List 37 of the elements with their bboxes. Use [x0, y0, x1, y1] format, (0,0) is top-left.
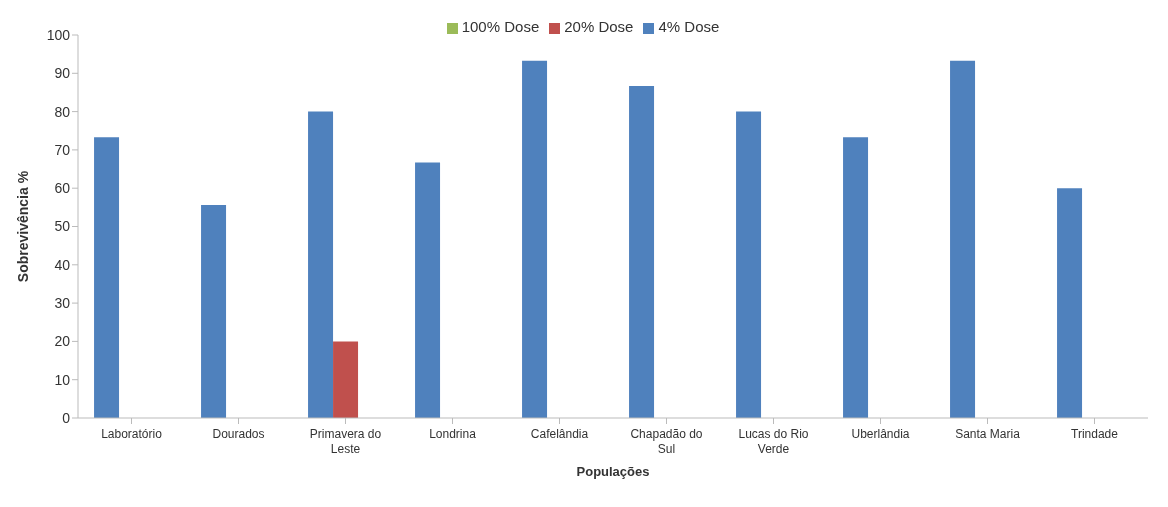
bar [415, 162, 441, 418]
y-tick-label: 30 [54, 295, 71, 312]
bar [843, 137, 869, 418]
legend-label: 100% Dose [461, 18, 540, 35]
y-tick-label: 100 [46, 26, 71, 43]
y-tick-label: 40 [54, 256, 71, 273]
x-tick-label: Dourados [212, 427, 265, 441]
bar [950, 60, 976, 418]
y-tick-label: 10 [54, 371, 71, 388]
bar [333, 341, 359, 418]
bar [1057, 188, 1083, 418]
legend-label: 20% Dose [564, 18, 634, 35]
x-tick-label: Trindade [1071, 427, 1119, 441]
y-tick-label: 90 [54, 65, 71, 82]
y-tick-label: 60 [54, 180, 71, 197]
y-tick-label: 0 [62, 409, 71, 426]
y-tick-label: 80 [54, 103, 71, 120]
x-tick-label: Londrina [429, 427, 477, 441]
x-tick-label: Primavera do Leste [309, 427, 382, 456]
y-tick-label: 20 [54, 333, 71, 350]
bar [201, 205, 227, 418]
bar [94, 137, 120, 418]
x-tick-label: Lucas do Rio Verde [738, 427, 809, 456]
bar [522, 60, 548, 418]
x-tick-label: Chapadão do Sul [630, 427, 703, 456]
x-axis-title: Populações [576, 464, 650, 479]
y-axis-title: Sobrevivência % [14, 170, 31, 283]
y-tick-label: 70 [54, 141, 71, 158]
x-tick-label: Uberlândia [851, 427, 910, 441]
x-tick-label: Cafelândia [530, 427, 589, 441]
y-tick-label: 50 [54, 218, 71, 235]
x-tick-label: Santa Maria [955, 427, 1021, 441]
x-tick-label: Laboratório [101, 427, 163, 441]
bar [629, 85, 655, 418]
bar [308, 111, 334, 418]
bar [736, 111, 762, 418]
legend-label: 4% Dose [658, 18, 720, 35]
